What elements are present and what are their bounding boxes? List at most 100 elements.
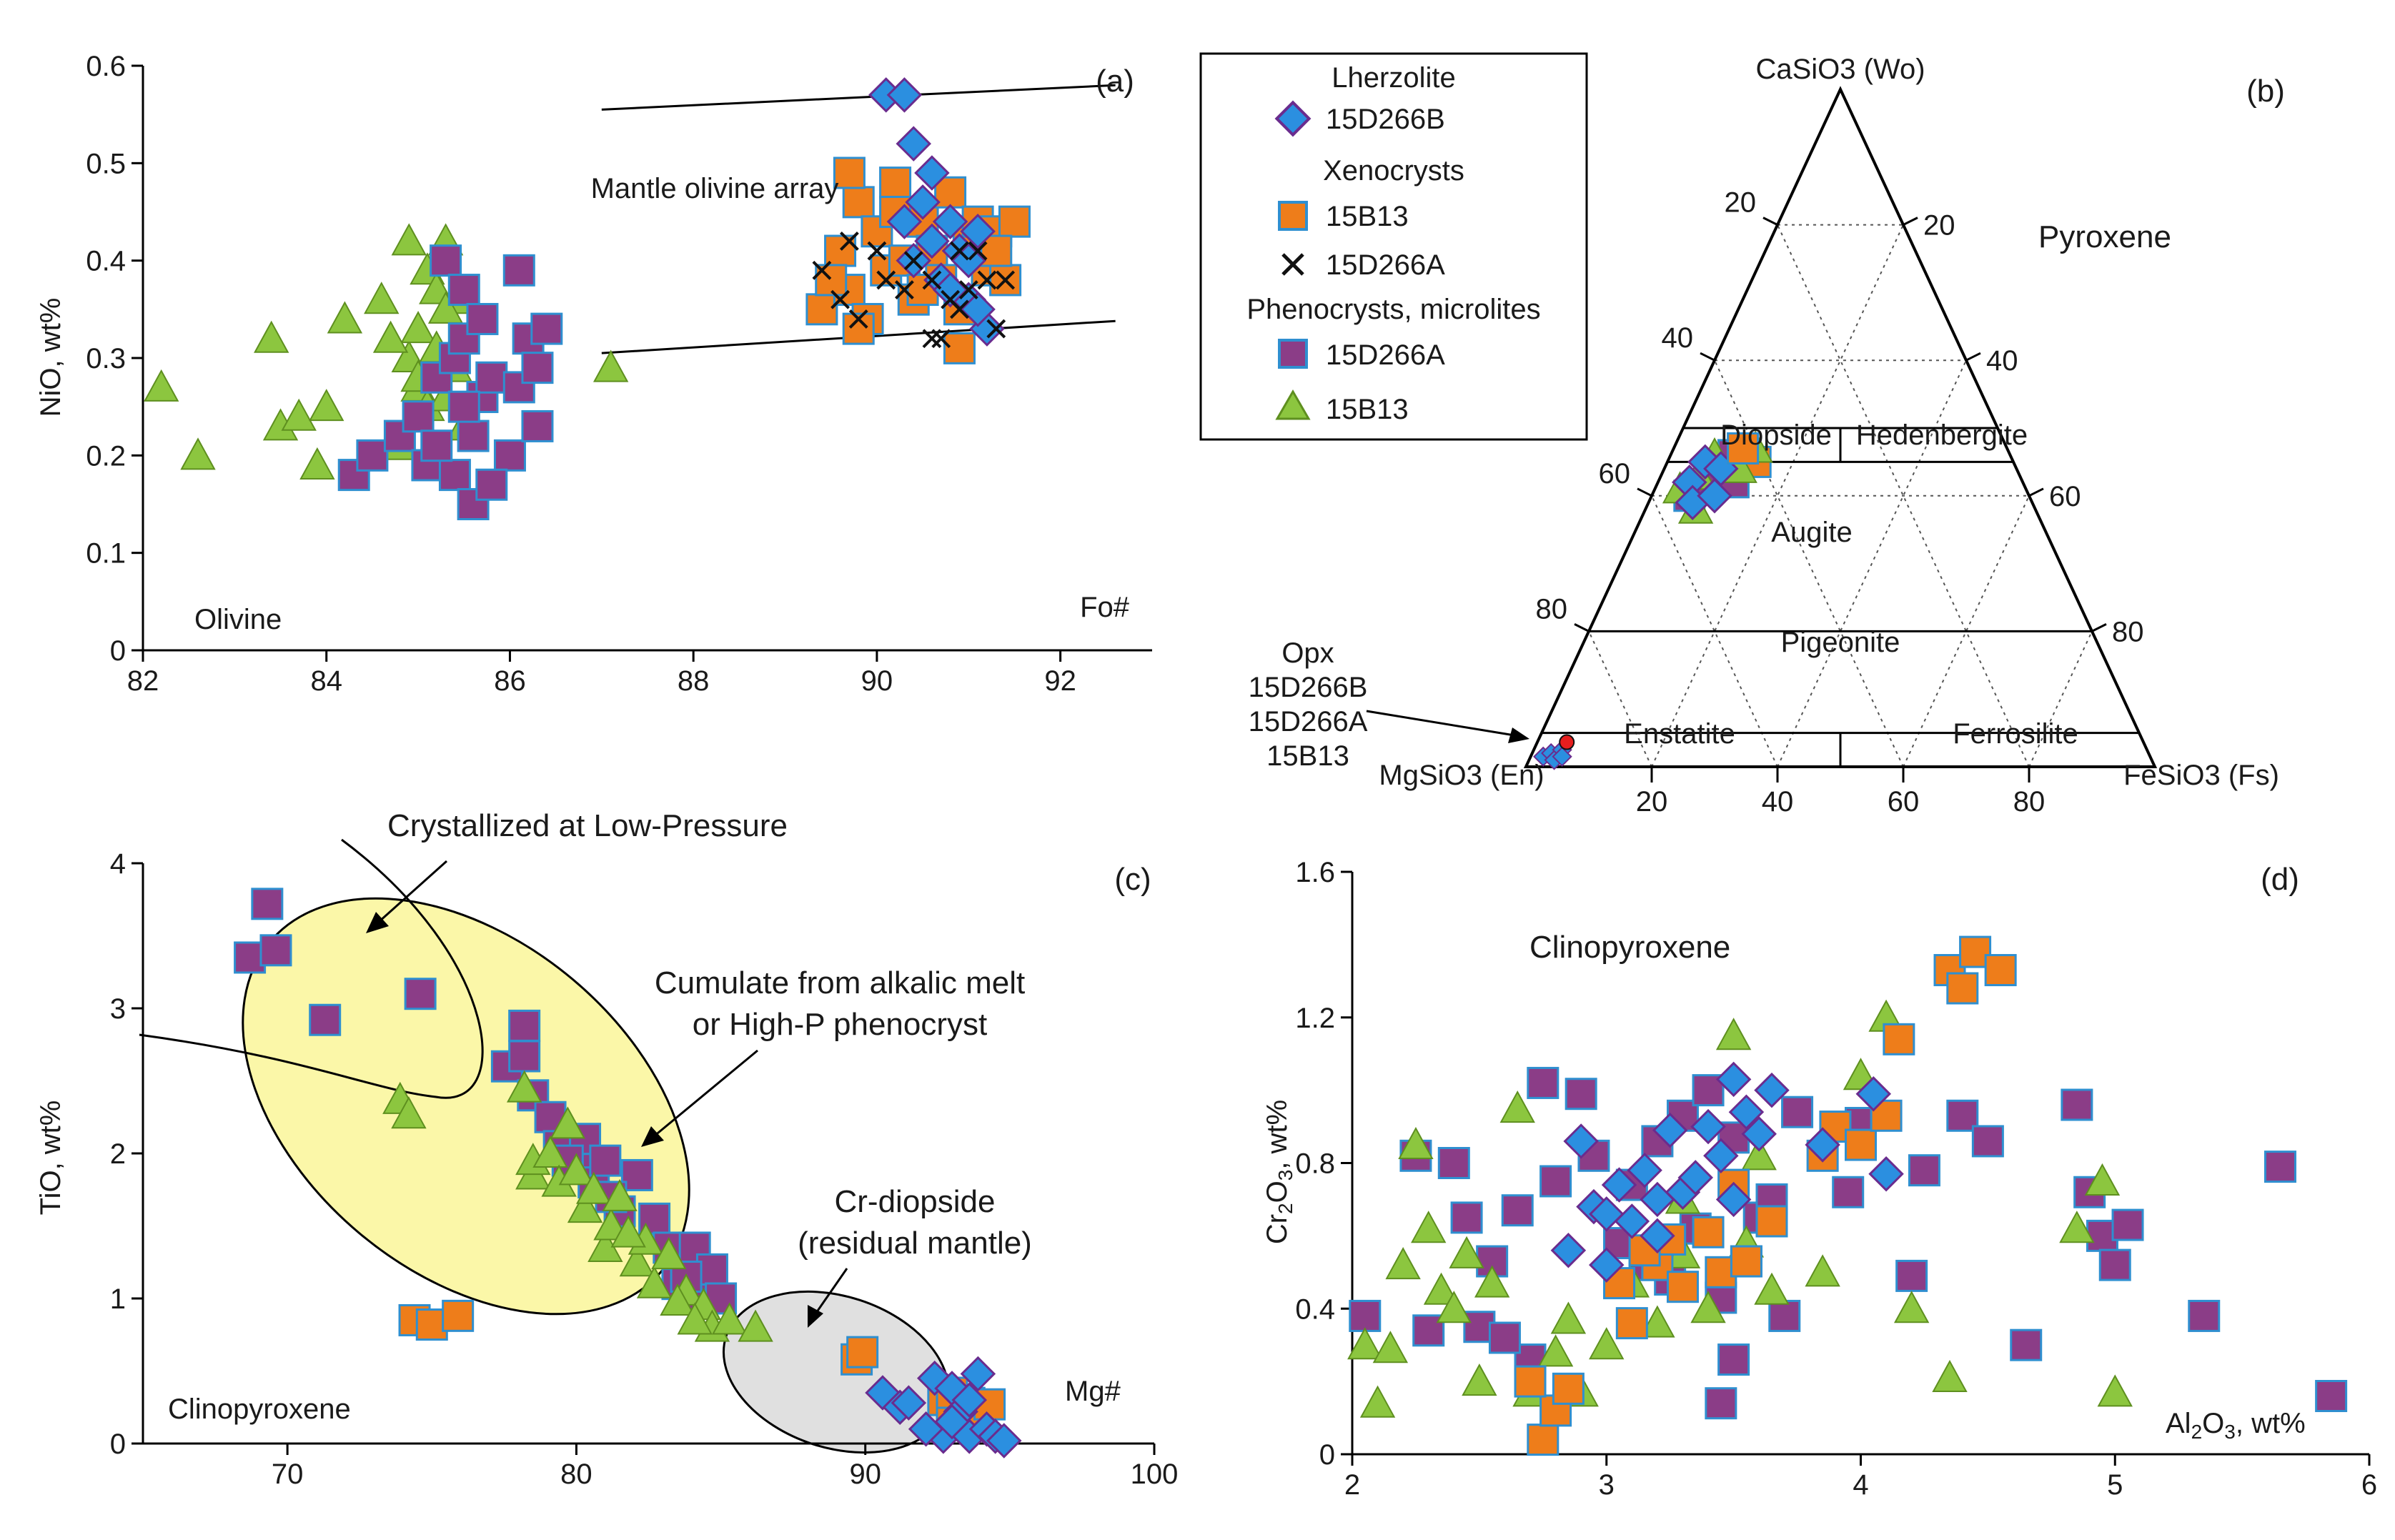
y-tick-label: 0.4 [86, 246, 126, 277]
phenocryst-triangle-point [1690, 1291, 1726, 1323]
xenocryst-cross-point [950, 299, 969, 319]
phenocryst-square-point [1539, 1165, 1572, 1198]
panel-b-title: Pyroxene [2038, 219, 2171, 254]
lherzolite-diamond-point [868, 77, 904, 113]
x-tick-label: 5 [2107, 1469, 2123, 1501]
phenocryst-triangle-point [1805, 1254, 1840, 1287]
arrowhead-cumulate [641, 1126, 664, 1147]
xenocryst-cross-point [922, 329, 942, 349]
phenocryst-triangle-point [254, 320, 289, 353]
phenocryst-triangle-point [1754, 1272, 1790, 1305]
phenocryst-square-point [1832, 1176, 1865, 1208]
lherzolite-diamond-point [1805, 1127, 1840, 1163]
ternary-tick [1903, 217, 1918, 226]
lherzolite-diamond-point [960, 1356, 996, 1392]
phenocryst-square-point [420, 361, 453, 394]
arrow-crdiopside [813, 1268, 848, 1316]
y-tick-label: 0.5 [86, 148, 126, 179]
lherzolite-diamond-point [932, 204, 968, 239]
array-line [601, 84, 1116, 111]
lherzolite-diamond-point [932, 272, 968, 308]
phenocryst-triangle-point [1411, 1211, 1447, 1243]
field-pigeonite: Pigeonite [1781, 627, 1900, 658]
ternary-tick-label: 80 [2013, 786, 2046, 818]
xenocryst-cross-point [848, 309, 868, 329]
x-tick-label: 2 [1344, 1469, 1360, 1501]
phenocryst-square-point [508, 1009, 541, 1042]
ternary-tick-label: 40 [1662, 322, 1694, 354]
xenocryst-square-point [1946, 972, 1979, 1005]
y-tick-label: 0.4 [1295, 1293, 1335, 1325]
x-tick-label: 3 [1599, 1469, 1615, 1501]
ternary-tick [1700, 352, 1715, 362]
lherzolite-diamond-point [908, 1411, 944, 1447]
panel-c-ylabel: TiO, wt% [35, 1101, 66, 1216]
x-tick-label: 4 [1853, 1469, 1868, 1501]
legend-header-phenocrysts: Phenocrysts, microlites [1246, 294, 1540, 325]
phenocryst-square-point [2010, 1328, 2043, 1361]
legend-item-15D266A-xeno: 15D266A [1326, 249, 1445, 281]
lherzolite-diamond-point [1614, 1203, 1650, 1239]
phenocryst-square-point [356, 439, 389, 472]
lherzolite-diamond-point [905, 184, 941, 220]
phenocryst-square-point [521, 409, 554, 442]
panel-d-ylabel: Cr2O3, wt% [1261, 1100, 1296, 1244]
xenocryst-cross-point [895, 280, 914, 299]
xenocryst-cross-point [950, 241, 969, 261]
phenocryst-square-point [1437, 1147, 1470, 1179]
phenocryst-triangle-point [1550, 1301, 1587, 1334]
phenocryst-square-point [502, 254, 535, 287]
xenocryst-square-point [824, 234, 857, 267]
lherzolite-diamond-point [1728, 1094, 1765, 1130]
panel-a-points [143, 77, 1031, 520]
xenocryst-square-point [980, 234, 1013, 267]
phenocryst-square-point [521, 352, 554, 384]
phenocryst-triangle-point [636, 1266, 673, 1298]
lherzolite-diamond-point [951, 1382, 988, 1418]
panel-c-ticks: 70 80 90 100 0 1 2 3 4 [110, 848, 1179, 1490]
lherzolite-diamond-point [1652, 1112, 1688, 1148]
phenocryst-square-point [466, 302, 499, 335]
xenocryst-cross-point [958, 280, 978, 299]
legend-marker-orange-square [1278, 201, 1308, 231]
panel-c-xlabel: Mg# [1065, 1376, 1121, 1407]
x-tick-label: 6 [2361, 1469, 2377, 1501]
phenocryst-triangle-point [143, 369, 179, 402]
phenocryst-triangle-point [738, 1309, 773, 1342]
phenocryst-square-point [1349, 1299, 1382, 1332]
phenocryst-triangle-point [2097, 1374, 2133, 1407]
panel-b: 20 80 80 40 60 60 60 40 40 80 20 20 (b) Pyroxene Ca… [1249, 54, 2285, 818]
ternary-tick [1762, 217, 1778, 226]
arrow-cumulate [653, 1049, 758, 1138]
phenocryst-triangle-point [712, 1302, 748, 1335]
y-tick-label: 4 [110, 848, 126, 880]
opx-label-0: Opx [1281, 637, 1334, 669]
opx-label-3: 15B13 [1266, 740, 1349, 772]
phenocryst-square-point [2188, 1299, 2221, 1332]
apex-right-label: FeSiO3 (Fs) [2123, 760, 2279, 791]
lherzolite-diamond-point [1640, 1181, 1675, 1218]
ternary-triangle [1523, 86, 2158, 768]
y-tick-label: 3 [110, 993, 126, 1025]
arrowhead-crdiopside [808, 1305, 823, 1328]
legend-marker-triangle [1275, 389, 1311, 420]
phenocryst-triangle-point [1359, 1385, 1396, 1418]
phenocryst-triangle-point [1640, 1305, 1675, 1338]
x-tick-label: 100 [1131, 1459, 1179, 1490]
lherzolite-diamond-point [1754, 1072, 1790, 1108]
ternary-tick [1965, 352, 1981, 362]
phenocryst-square-point [1781, 1096, 1814, 1128]
xenocryst-square-point [1692, 1216, 1725, 1248]
phenocryst-triangle-point [2059, 1211, 2095, 1243]
phenocryst-triangle-point [1449, 1236, 1484, 1268]
annot-cumulate-1: Cumulate from alkalic melt [655, 965, 1025, 1000]
xenocryst-square-point [943, 332, 976, 364]
y-tick-label: 0.8 [1295, 1148, 1335, 1180]
phenocryst-square-point [251, 888, 284, 920]
phenocryst-triangle-point [610, 1215, 646, 1248]
phenocryst-square-point [402, 400, 435, 433]
phenocryst-square-point [493, 439, 526, 472]
lherzolite-diamond-point [1640, 1218, 1675, 1254]
phenocryst-triangle-point [575, 1171, 612, 1204]
y-tick-label: 0.1 [86, 538, 126, 570]
